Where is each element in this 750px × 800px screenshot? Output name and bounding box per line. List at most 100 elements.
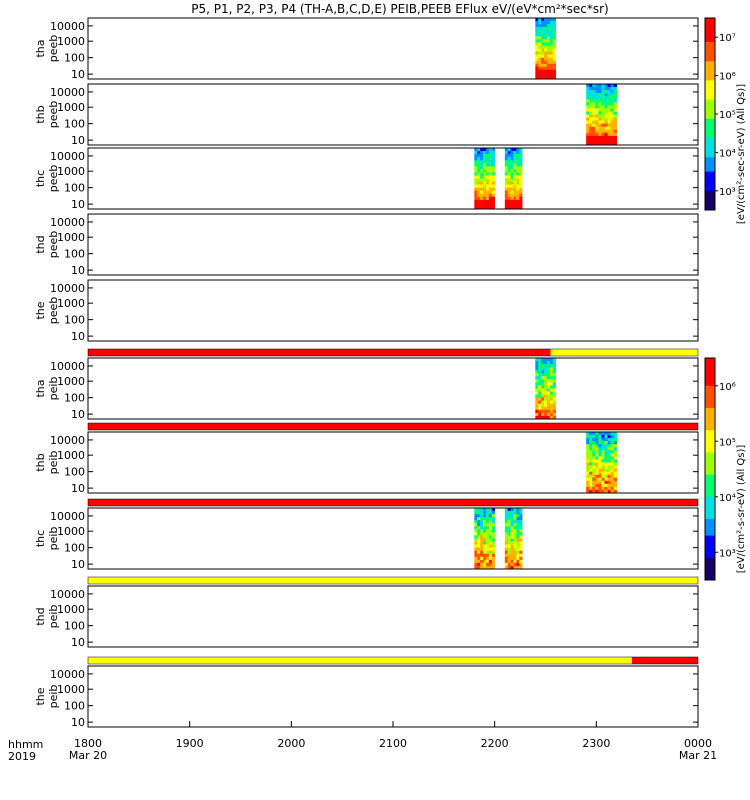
spectrogram-cell	[549, 382, 554, 386]
spectrogram-cell	[595, 438, 599, 442]
y-tick-label: 10000	[50, 588, 85, 601]
spectrogram-cell	[586, 138, 590, 143]
spectrogram-cell	[541, 358, 545, 362]
colorbar-step	[705, 457, 715, 464]
spectrogram-cell	[541, 406, 545, 411]
spectrogram-cell	[485, 169, 490, 173]
spectrogram-cell	[595, 480, 599, 485]
spectrogram-cell	[552, 72, 556, 77]
spectrogram-cell	[507, 157, 511, 161]
spectrogram-cell	[552, 370, 556, 374]
spectrogram-cell	[613, 129, 617, 134]
spectrogram-cell	[604, 138, 608, 143]
colorbar-frame	[704, 357, 716, 581]
spectrogram-cell	[613, 102, 617, 106]
spectrogram-cell	[595, 117, 599, 121]
spectrogram-cell	[480, 184, 484, 188]
spectrogram-cell	[538, 388, 542, 392]
spectrogram-cell	[541, 39, 545, 43]
spectrogram-cell	[516, 199, 520, 204]
spectrogram-cell	[598, 483, 602, 488]
spectrogram-cell	[604, 123, 608, 127]
panel-label-probe: tha	[34, 39, 47, 57]
spectrogram-cell	[504, 184, 509, 188]
spectrogram-cell	[552, 391, 556, 395]
spectrogram-cell	[598, 138, 602, 143]
colorbar-step	[705, 90, 715, 96]
spectrogram-cell	[516, 544, 520, 548]
spectrogram-cell	[586, 447, 590, 451]
spectrogram-cell	[541, 391, 545, 395]
spectrogram-cell	[604, 435, 608, 439]
spectrogram-cell	[595, 138, 599, 143]
spectrogram-cell	[598, 114, 602, 118]
colorbar-step	[705, 546, 715, 553]
spectrogram-cell	[544, 379, 548, 383]
spectrogram-cell	[507, 154, 511, 158]
spectrogram-cell	[535, 370, 539, 374]
spectrogram-cell	[586, 441, 590, 445]
spectrogram-cell	[610, 93, 614, 97]
spectrogram-cell	[592, 138, 596, 143]
spectrogram-cell	[474, 187, 478, 191]
spectrogram-cell	[541, 63, 545, 68]
spectrogram-cell	[613, 474, 617, 479]
spectrogram-block	[586, 84, 617, 146]
spectrogram-cell	[546, 373, 551, 377]
spectrogram-cell	[613, 99, 617, 103]
spectrogram-cell	[592, 483, 596, 488]
spectrogram-cell	[491, 199, 495, 204]
spectrogram-cell	[480, 523, 484, 527]
spectrogram-cell	[485, 205, 490, 210]
spectrogram-cell	[586, 135, 590, 140]
y-tick-label: 1000	[57, 101, 85, 114]
spectrogram-cell	[552, 382, 556, 386]
spectrogram-cell	[586, 96, 590, 100]
spectrogram-cell	[538, 376, 542, 380]
spectrogram-cell	[538, 367, 542, 371]
spectrogram-cell	[601, 477, 605, 482]
spectrogram-cell	[519, 196, 523, 201]
spectrogram-cell	[519, 178, 523, 182]
spectrogram-cell	[586, 438, 590, 442]
mode-bar-segment	[631, 657, 698, 664]
spectrogram-cell	[552, 75, 556, 80]
spectrogram-cell	[541, 361, 545, 365]
spectrogram-cell	[535, 27, 539, 31]
spectrogram-cell	[544, 403, 548, 408]
spectrogram-cell	[535, 33, 539, 37]
spectrogram-cell	[510, 508, 514, 512]
spectrogram-cell	[546, 63, 551, 68]
spectrogram-cell	[480, 508, 484, 512]
spectrogram-cell	[589, 141, 593, 146]
spectrogram-cell	[538, 66, 542, 71]
colorbar-step	[705, 51, 715, 57]
spectrogram-cell	[507, 175, 511, 179]
spectrogram-cell	[504, 166, 509, 170]
spectrogram-cell	[485, 508, 490, 512]
spectrogram-cell	[504, 559, 509, 564]
spectrogram-cell	[477, 205, 481, 210]
spectrogram-cell	[595, 435, 599, 439]
spectrogram-cell	[601, 123, 605, 127]
spectrogram-cell	[510, 154, 514, 158]
spectrogram-cell	[613, 462, 617, 466]
spectrogram-cell	[607, 105, 611, 109]
spectrogram-cell	[538, 51, 542, 55]
spectrogram-cell	[592, 123, 596, 127]
spectrogram-cell	[519, 562, 523, 567]
spectrogram-cell	[610, 486, 614, 491]
spectrogram-cell	[474, 547, 478, 551]
spectrogram-cell	[488, 541, 493, 545]
panel-label-probe: thd	[34, 235, 47, 253]
spectrogram-cell	[592, 84, 596, 88]
spectrogram-cell	[604, 444, 608, 448]
spectrogram-cell	[613, 444, 617, 448]
colorbar-step	[705, 557, 715, 564]
spectrogram-cell	[589, 123, 593, 127]
spectrogram-cell	[538, 75, 542, 80]
spectrogram-cell	[510, 202, 514, 207]
spectrogram-cell	[586, 450, 590, 454]
spectrogram-cell	[516, 523, 520, 527]
spectrogram-cell	[613, 438, 617, 442]
